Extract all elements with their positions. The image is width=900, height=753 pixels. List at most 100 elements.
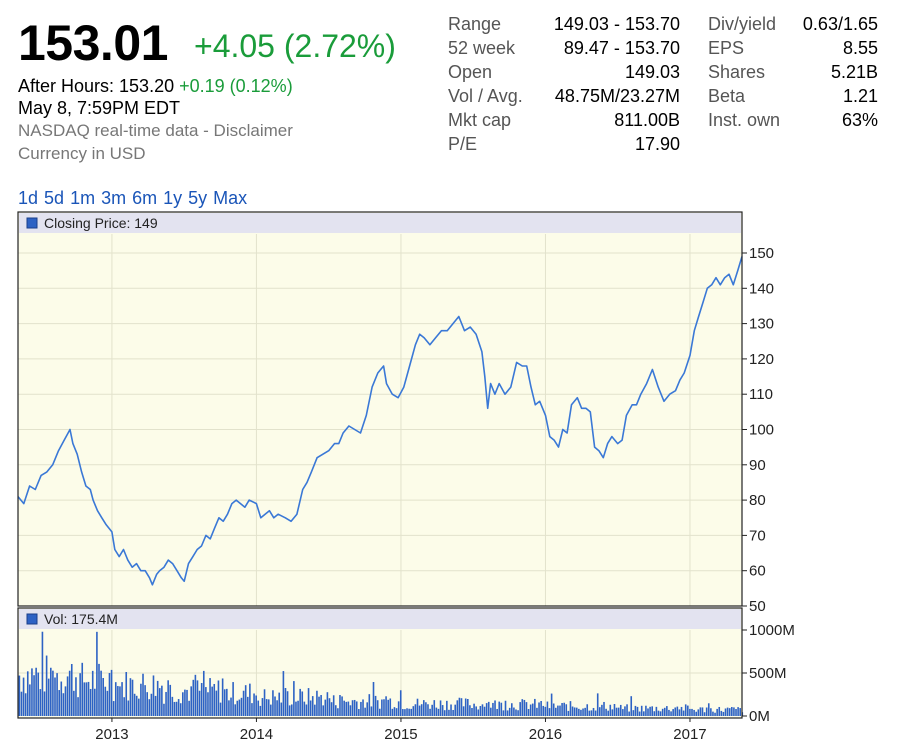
year-tick-label: 2013 (95, 726, 128, 743)
volume-bar (330, 702, 333, 716)
volume-bar (316, 690, 318, 716)
volume-bar (714, 712, 716, 716)
volume-bar (661, 708, 664, 716)
volume-bar (85, 682, 88, 716)
volume-bar (420, 704, 423, 716)
volume-bar (695, 711, 697, 716)
volume-bar (515, 709, 517, 716)
volume-bar (565, 704, 568, 716)
volume-bar (221, 678, 224, 716)
volume-bar (469, 705, 471, 716)
volume-bar (737, 707, 739, 716)
stat-row: Open 149.03 (448, 60, 680, 84)
volume-bar (513, 707, 515, 716)
volume-bar (341, 696, 343, 716)
stat-value: 89.47 - 153.70 (563, 38, 680, 58)
volume-bar (288, 705, 291, 716)
volume-bar (169, 684, 172, 716)
price-tick-label: 110 (749, 386, 773, 403)
volume-bar (728, 708, 731, 716)
volume-bar (567, 710, 570, 716)
data-source: NASDAQ real-time data - Disclaimer (18, 121, 293, 140)
volume-bar (406, 708, 408, 716)
volume-bar (670, 711, 672, 716)
range-5d-link[interactable]: 5d (44, 188, 65, 208)
volume-bar (265, 699, 268, 716)
range-1m-link[interactable]: 1m (70, 188, 96, 208)
volume-bar (611, 709, 614, 716)
volume-bar (43, 691, 46, 716)
volume-bar (529, 704, 532, 716)
stat-row: Mkt cap 811.00B (448, 108, 680, 132)
volume-bar (41, 631, 44, 716)
volume-bar (246, 696, 249, 716)
volume-bar (454, 704, 457, 716)
volume-bar (395, 708, 398, 716)
volume-bar (83, 682, 86, 716)
volume-bar (353, 699, 356, 716)
volume-bar (326, 692, 329, 716)
range-6m-link[interactable]: 6m (132, 188, 158, 208)
volume-bar (192, 679, 195, 716)
volume-bar (158, 688, 161, 716)
volume-bar (290, 704, 293, 716)
volume-bar (81, 662, 84, 716)
volume-bar (200, 683, 203, 716)
volume-bar (624, 706, 626, 716)
range-1d-link[interactable]: 1d (18, 188, 39, 208)
range-5y-link[interactable]: 5y (188, 188, 208, 208)
volume-bar (102, 677, 104, 716)
volume-bar (121, 682, 123, 716)
volume-bar (527, 709, 530, 716)
volume-bar (91, 670, 94, 716)
year-tick-label: 2014 (240, 726, 273, 743)
range-3m-link[interactable]: 3m (101, 188, 127, 208)
stat-value: 63% (841, 110, 878, 130)
price-legend-bar (19, 213, 741, 233)
volume-bar (492, 702, 494, 716)
volume-bar (242, 690, 245, 716)
volume-bar (374, 695, 377, 716)
volume-bar (274, 696, 276, 716)
stat-label: Shares (708, 62, 766, 82)
stat-label: Inst. own (708, 110, 781, 130)
volume-bar (154, 695, 157, 716)
volume-bar (500, 702, 503, 716)
volume-bar (219, 702, 222, 716)
closing-price-line (17, 256, 743, 586)
volume-bar (144, 685, 146, 716)
volume-bar (286, 691, 289, 716)
price-tick-label: 50 (749, 598, 766, 615)
volume-bar (135, 695, 138, 716)
volume-bar (98, 663, 100, 716)
stat-value: 1.21 (842, 86, 878, 106)
volume-bar (433, 700, 436, 716)
volume-bar (519, 702, 521, 716)
volume-bar (689, 708, 691, 716)
volume-bar (45, 655, 48, 716)
volume-bar (56, 673, 58, 716)
volume-bar (588, 710, 591, 716)
volume-bar (521, 699, 524, 716)
volume-bar (146, 692, 148, 716)
volume-bar (548, 708, 551, 716)
volume-bar (77, 697, 79, 716)
volume-bar (52, 670, 54, 716)
volume-bar (466, 699, 469, 716)
range-max-link[interactable]: Max (213, 188, 248, 208)
volume-bar (366, 702, 369, 716)
price-change: +4.05 (2.72%) (194, 28, 396, 64)
volume-bar (731, 707, 733, 716)
volume-bar (450, 704, 452, 716)
stat-label: P/E (448, 134, 478, 154)
volume-bar (573, 707, 576, 716)
volume-bar (328, 698, 331, 716)
volume-bar (142, 673, 144, 716)
volume-bar (456, 700, 459, 716)
volume-bar (114, 682, 117, 716)
volume-bar (531, 703, 534, 716)
price-panel-frame (17, 211, 743, 607)
key-stats-right: Div/yield 0.63/1.65 EPS 8.55 Shares 5.21B B… (708, 12, 878, 132)
volume-bar (525, 702, 528, 716)
range-1y-link[interactable]: 1y (163, 188, 183, 208)
